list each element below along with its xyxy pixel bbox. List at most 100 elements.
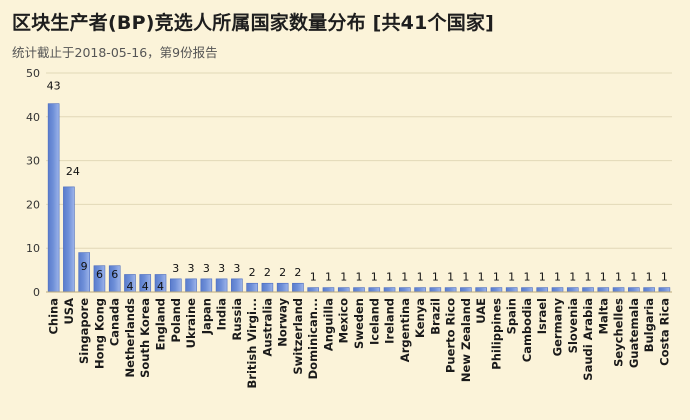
bar [307, 287, 319, 293]
bar [337, 287, 350, 293]
chart-title: 区块生产者(BP)竞选人所属国家数量分布 [共41个国家] [12, 12, 494, 34]
x-tick-label: Spain [505, 298, 519, 334]
x-tick-label: New Zealand [459, 298, 473, 382]
data-label: 6 [111, 268, 118, 281]
bar [169, 278, 182, 293]
data-label: 1 [386, 271, 393, 284]
bar [368, 287, 381, 293]
x-tick-label: Poland [169, 298, 183, 342]
data-label: 1 [371, 271, 378, 284]
x-tick-label: Costa Rica [657, 298, 671, 366]
data-label: 1 [554, 271, 561, 284]
bar [444, 287, 457, 293]
data-label: 3 [188, 262, 195, 275]
x-tick-label: Saudi Arabia [581, 298, 595, 381]
x-tick-label: Anguilla [321, 298, 335, 351]
x-tick-label: Ukraine [184, 298, 198, 349]
data-label: 43 [47, 80, 61, 93]
bar [231, 278, 243, 293]
bar [612, 287, 625, 293]
data-label: 2 [264, 266, 271, 279]
bar [597, 287, 610, 293]
data-label: 1 [539, 271, 546, 284]
x-tick-label: Japan [199, 298, 213, 335]
data-label: 1 [356, 271, 363, 284]
y-axis: 0 10 20 30 40 50 [26, 67, 40, 299]
x-tick-label: Seychelles [612, 298, 626, 367]
bar [429, 287, 442, 293]
x-tick-label: Slovenia [566, 298, 580, 353]
data-label: 1 [661, 271, 668, 284]
bar [215, 278, 228, 293]
x-tick-label: Norway [276, 298, 290, 347]
x-tick-label: Hong Kong [92, 298, 106, 369]
x-tick-label: Netherlands [123, 298, 137, 378]
data-label: 1 [569, 271, 576, 284]
bar [551, 287, 564, 293]
x-tick-label: USA [62, 298, 76, 325]
x-tick-label: Argentina [398, 298, 412, 362]
x-tick-label: England [154, 298, 168, 350]
data-label: 1 [340, 271, 347, 284]
bar [475, 287, 487, 293]
x-tick-label: China [47, 298, 61, 335]
bar [200, 278, 213, 293]
x-tick-label: Australia [260, 298, 274, 357]
data-label: 1 [646, 271, 653, 284]
bar [322, 287, 335, 293]
bar [536, 287, 549, 293]
data-label: 2 [279, 266, 286, 279]
bar [276, 282, 289, 293]
bar [490, 287, 503, 293]
bar [47, 103, 60, 293]
data-label: 3 [218, 262, 225, 275]
data-label: 1 [493, 271, 500, 284]
x-tick-label: Mexico [337, 298, 351, 343]
y-tick-label: 40 [26, 111, 40, 124]
data-label: 1 [462, 271, 469, 284]
x-tick-label: British Virgi... [245, 298, 259, 388]
bar [658, 287, 671, 293]
x-tick-label: Singapore [77, 298, 91, 364]
data-label: 1 [630, 271, 637, 284]
y-tick-label: 20 [26, 198, 40, 211]
data-label: 3 [233, 262, 240, 275]
data-label: 4 [126, 280, 133, 293]
data-label: 24 [66, 165, 80, 178]
x-tick-label: Germany [550, 298, 564, 357]
x-tick-label: Iceland [367, 298, 381, 345]
x-tick-label: Guatemala [627, 298, 641, 368]
x-tick-label: Switzerland [291, 298, 305, 375]
data-label: 3 [203, 262, 210, 275]
bar [628, 287, 640, 293]
data-label: 2 [294, 266, 301, 279]
bar [582, 287, 594, 293]
y-tick-label: 10 [26, 242, 40, 255]
data-label: 1 [478, 271, 485, 284]
data-label: 1 [508, 271, 515, 284]
x-tick-label: Russia [230, 298, 244, 340]
x-tick-label: Dominican... [306, 298, 320, 379]
bar [353, 287, 365, 293]
bar [566, 287, 579, 293]
data-label: 1 [417, 271, 424, 284]
data-label: 1 [401, 271, 408, 284]
data-label: 1 [310, 271, 317, 284]
data-label: 6 [96, 268, 103, 281]
x-tick-label: Israel [535, 298, 549, 334]
x-tick-label: Canada [108, 298, 122, 346]
bar [505, 287, 518, 293]
x-tick-label: UAE [474, 298, 488, 324]
data-label: 4 [157, 280, 164, 293]
data-label: 1 [585, 271, 592, 284]
bar [246, 282, 258, 293]
x-tick-label: Ireland [383, 298, 397, 344]
bar [63, 186, 75, 293]
data-label: 1 [523, 271, 530, 284]
x-tick-label: Cambodia [520, 298, 534, 362]
x-tick-label: South Korea [138, 298, 152, 378]
chart-subtitle: 统计截止于2018-05-16，第9份报告 [12, 45, 218, 60]
bar [414, 287, 426, 293]
x-tick-label: India [215, 298, 229, 330]
